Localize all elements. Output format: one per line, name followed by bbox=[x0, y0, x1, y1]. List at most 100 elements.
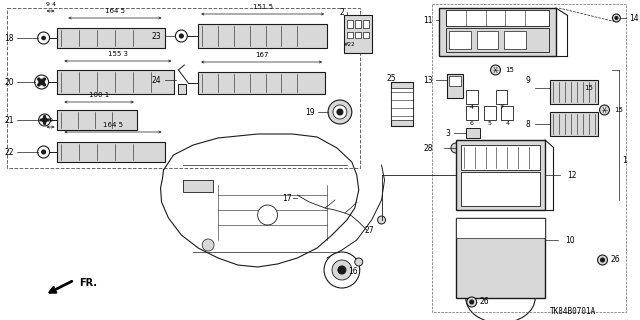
Bar bbox=[355, 20, 361, 28]
Bar bbox=[363, 20, 369, 28]
Bar bbox=[477, 31, 499, 49]
Bar bbox=[392, 82, 413, 126]
Bar bbox=[58, 28, 164, 48]
Text: 155 3: 155 3 bbox=[108, 51, 128, 57]
Bar bbox=[58, 110, 137, 130]
Bar bbox=[449, 31, 471, 49]
Text: FR.: FR. bbox=[79, 278, 97, 288]
Text: 167: 167 bbox=[255, 52, 268, 58]
Bar bbox=[466, 90, 477, 104]
Text: 4: 4 bbox=[470, 105, 474, 109]
Text: 26: 26 bbox=[479, 298, 489, 307]
Bar bbox=[466, 128, 479, 138]
Circle shape bbox=[470, 300, 474, 304]
Bar bbox=[347, 20, 353, 28]
Text: 9: 9 bbox=[525, 76, 530, 84]
Text: 21: 21 bbox=[4, 116, 14, 124]
Circle shape bbox=[337, 109, 343, 115]
Text: 8: 8 bbox=[525, 119, 530, 129]
Circle shape bbox=[44, 78, 45, 80]
Circle shape bbox=[333, 105, 347, 119]
Bar bbox=[550, 112, 598, 136]
Circle shape bbox=[38, 78, 40, 80]
Text: 151 5: 151 5 bbox=[253, 4, 273, 10]
Text: 16: 16 bbox=[348, 268, 358, 276]
Text: 3: 3 bbox=[445, 129, 450, 138]
Bar bbox=[550, 80, 598, 104]
Text: 9 4: 9 4 bbox=[45, 2, 56, 7]
Text: 100 1: 100 1 bbox=[89, 92, 109, 98]
Circle shape bbox=[612, 14, 620, 22]
Text: 22: 22 bbox=[4, 148, 14, 156]
Bar bbox=[502, 106, 513, 120]
Bar bbox=[58, 70, 175, 94]
Bar bbox=[439, 8, 556, 56]
Circle shape bbox=[615, 17, 618, 20]
Bar bbox=[456, 218, 545, 238]
Circle shape bbox=[451, 143, 461, 153]
Text: TK84B0701A: TK84B0701A bbox=[550, 308, 596, 316]
Bar bbox=[456, 140, 545, 210]
Text: 2: 2 bbox=[339, 7, 344, 17]
Bar bbox=[363, 32, 369, 38]
Text: 26: 26 bbox=[611, 255, 620, 265]
Circle shape bbox=[44, 84, 45, 86]
Circle shape bbox=[44, 116, 45, 117]
Text: 25: 25 bbox=[387, 74, 396, 83]
Text: 19: 19 bbox=[305, 108, 315, 116]
Circle shape bbox=[47, 119, 49, 121]
Bar bbox=[179, 84, 186, 94]
Text: 24: 24 bbox=[152, 76, 161, 84]
Bar bbox=[183, 180, 213, 192]
Bar bbox=[447, 74, 463, 98]
Text: 15: 15 bbox=[506, 67, 515, 73]
Bar bbox=[58, 142, 164, 162]
Circle shape bbox=[467, 297, 477, 307]
Circle shape bbox=[598, 255, 607, 265]
Text: 5: 5 bbox=[488, 121, 492, 125]
Text: 27: 27 bbox=[365, 226, 374, 235]
Circle shape bbox=[42, 150, 45, 154]
Circle shape bbox=[42, 117, 47, 123]
Bar bbox=[7, 8, 360, 168]
Circle shape bbox=[38, 79, 45, 85]
Bar bbox=[446, 10, 549, 26]
Text: 15: 15 bbox=[585, 85, 593, 91]
Circle shape bbox=[179, 34, 183, 38]
Text: 18: 18 bbox=[4, 34, 14, 43]
Text: 12: 12 bbox=[567, 171, 577, 180]
Text: 7: 7 bbox=[499, 105, 504, 109]
Bar bbox=[347, 32, 353, 38]
Text: 23: 23 bbox=[152, 31, 161, 41]
Text: 164 5: 164 5 bbox=[103, 122, 123, 128]
Text: 164 5: 164 5 bbox=[105, 8, 125, 14]
Text: 11: 11 bbox=[424, 15, 433, 25]
Text: 13: 13 bbox=[424, 76, 433, 84]
Circle shape bbox=[332, 260, 352, 280]
Text: 9: 9 bbox=[49, 118, 52, 123]
Bar bbox=[495, 90, 508, 104]
Bar bbox=[198, 24, 327, 48]
Text: #22: #22 bbox=[344, 42, 356, 46]
Text: 20: 20 bbox=[4, 77, 14, 86]
Bar bbox=[344, 15, 372, 53]
Circle shape bbox=[600, 105, 609, 115]
Bar bbox=[392, 88, 413, 120]
Circle shape bbox=[38, 84, 40, 86]
Text: 1: 1 bbox=[622, 156, 627, 164]
Circle shape bbox=[258, 205, 278, 225]
Circle shape bbox=[202, 239, 214, 251]
Text: 4: 4 bbox=[506, 121, 509, 125]
Circle shape bbox=[600, 258, 605, 262]
Circle shape bbox=[324, 252, 360, 288]
Bar bbox=[355, 32, 361, 38]
Circle shape bbox=[40, 119, 42, 121]
Bar bbox=[461, 172, 540, 206]
Bar bbox=[461, 145, 540, 170]
Circle shape bbox=[490, 65, 500, 75]
Circle shape bbox=[42, 36, 45, 40]
Text: 17: 17 bbox=[282, 194, 292, 203]
Text: 15: 15 bbox=[614, 107, 623, 113]
Circle shape bbox=[338, 266, 346, 274]
Bar bbox=[432, 4, 627, 312]
